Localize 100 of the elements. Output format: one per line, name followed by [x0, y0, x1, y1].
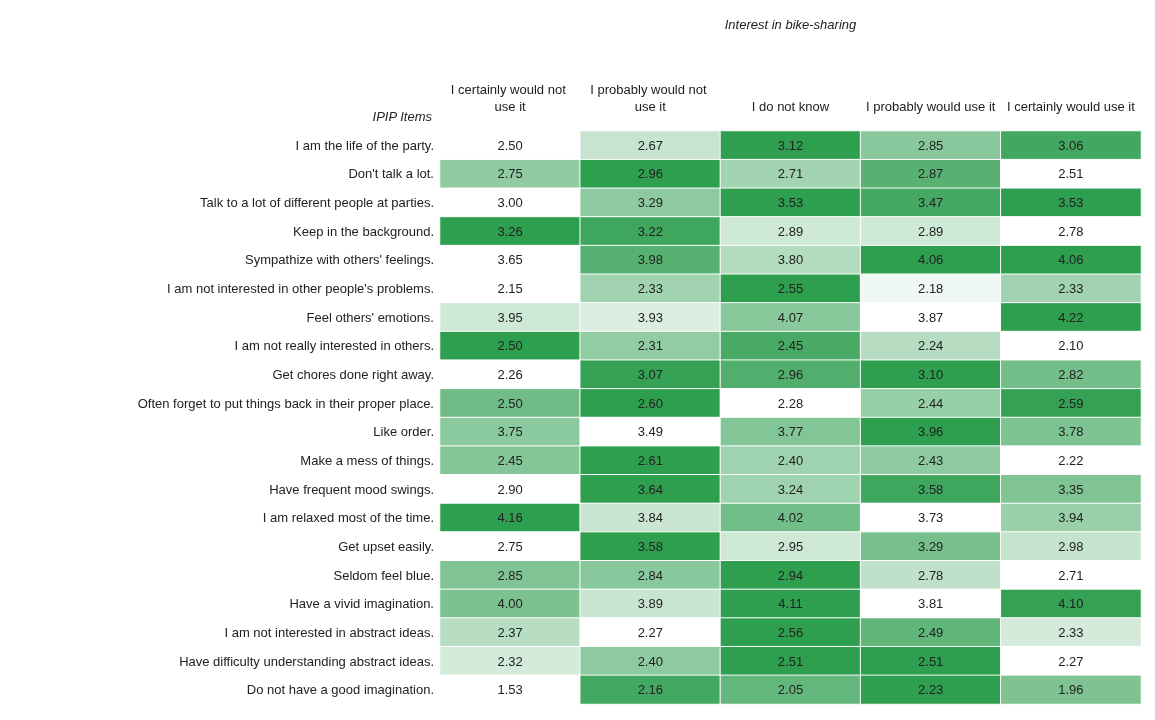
data-label: 2.33 [1058, 281, 1084, 297]
data-label: 2.27 [1058, 653, 1084, 669]
data-label: 2.82 [1058, 367, 1084, 383]
data-label: 2.85 [918, 137, 944, 153]
y-tick-label: Sympathize with others' feelings. [245, 252, 434, 268]
data-label: 2.45 [497, 452, 523, 468]
data-label: 2.45 [777, 338, 804, 354]
data-label: 3.49 [637, 424, 663, 440]
x-axis-title: Interest in bike-sharing [724, 17, 858, 32]
data-label: 4.00 [497, 596, 523, 612]
y-tick-label: Often forget to put things back in their proper place. [137, 395, 434, 411]
data-label: 2.84 [637, 567, 663, 583]
data-label: 2.40 [777, 452, 804, 468]
data-label: 4.16 [497, 510, 523, 526]
data-label: 2.31 [637, 338, 663, 354]
data-label: 3.53 [777, 195, 804, 211]
x-tick-label: I do not know [751, 99, 830, 114]
data-label: 3.35 [1058, 481, 1084, 497]
y-tick-label: Like order. [373, 424, 434, 440]
data-label: 2.78 [918, 567, 944, 583]
y-tick-label: Talk to a lot of different people at parties. [200, 195, 434, 211]
data-label: 3.94 [1058, 510, 1084, 526]
data-label: 2.43 [918, 452, 944, 468]
data-label: 3.96 [918, 424, 944, 440]
data-label: 2.15 [497, 281, 523, 297]
data-label: 4.11 [778, 596, 803, 612]
y-tick-label: I am not really interested in others. [234, 338, 434, 354]
data-label: 4.10 [1058, 596, 1084, 612]
data-label: 3.10 [918, 367, 944, 383]
y-tick-label: Have frequent mood swings. [269, 481, 434, 497]
data-label: 3.64 [637, 481, 663, 497]
y-tick-label: Feel others' emotions. [306, 309, 434, 325]
data-label: 2.55 [777, 281, 804, 297]
data-label: 3.24 [777, 481, 804, 497]
data-label: 4.22 [1058, 309, 1084, 325]
y-tick-label: Seldom feel blue. [333, 567, 434, 583]
data-label: 2.89 [777, 223, 804, 239]
data-label: 3.95 [497, 309, 523, 325]
data-label: 3.26 [497, 223, 523, 239]
data-label: 3.07 [637, 367, 663, 383]
data-label: 2.87 [918, 166, 944, 182]
data-label: 2.50 [497, 395, 523, 411]
data-label: 3.78 [1058, 424, 1084, 440]
y-tick-label: I am relaxed most of the time. [262, 510, 434, 526]
data-label: 2.37 [497, 624, 523, 640]
y-tick-label: Get upset easily. [338, 538, 434, 554]
data-label: 2.75 [497, 166, 523, 182]
data-label: 2.90 [497, 481, 523, 497]
data-label: 2.59 [1058, 395, 1084, 411]
data-label: 2.10 [1058, 338, 1084, 354]
data-label: 3.98 [637, 252, 663, 268]
data-label: 2.18 [918, 281, 944, 297]
data-label: 2.24 [918, 338, 944, 354]
data-label: 2.05 [777, 682, 804, 698]
x-tick-label: I probably would use it [866, 99, 996, 114]
data-label: 3.47 [918, 195, 944, 211]
data-label: 2.98 [1058, 538, 1084, 554]
data-label: 2.26 [497, 367, 523, 383]
y-tick-label: Don't talk a lot. [348, 166, 434, 182]
y-tick-label: Make a mess of things. [300, 452, 434, 468]
data-label: 2.56 [777, 624, 804, 640]
data-label: 2.78 [1058, 223, 1084, 239]
y-tick-label: I am the life of the party. [295, 137, 434, 153]
data-label: 2.67 [637, 137, 663, 153]
data-label: 2.33 [1058, 624, 1084, 640]
x-tick-label: I probably would not use it [590, 82, 711, 114]
data-label: 1.96 [1058, 682, 1084, 698]
data-label: 2.75 [497, 538, 523, 554]
data-label: 4.07 [777, 309, 804, 325]
data-label: 2.28 [777, 395, 804, 411]
data-label: 2.27 [637, 624, 663, 640]
y-tick-label: Have difficulty understanding abstract ideas. [179, 653, 434, 669]
data-label: 2.16 [637, 682, 663, 698]
data-label: 3.29 [918, 538, 944, 554]
data-label: 2.51 [918, 653, 944, 669]
data-label: 3.00 [497, 195, 523, 211]
data-label: 3.29 [637, 195, 663, 211]
y-axis-title: IPIP Items [372, 109, 433, 124]
x-tick-label: I certainly would use it [1006, 99, 1136, 114]
data-label: 2.32 [497, 653, 523, 669]
data-label: 3.12 [777, 137, 804, 153]
data-label: 2.50 [497, 137, 523, 153]
data-label: 2.96 [777, 367, 804, 383]
data-label: 3.77 [777, 424, 804, 440]
y-tick-label: Have a vivid imagination. [289, 596, 434, 612]
y-tick-label: Keep in the background. [293, 223, 434, 239]
data-label: 2.61 [637, 452, 663, 468]
data-label: 3.87 [918, 309, 944, 325]
data-label: 3.06 [1058, 137, 1084, 153]
data-label: 3.65 [497, 252, 523, 268]
data-label: 2.85 [497, 567, 523, 583]
data-label: 2.71 [777, 166, 804, 182]
data-label: 2.71 [1058, 567, 1084, 583]
data-label: 2.95 [777, 538, 804, 554]
data-label: 2.44 [918, 395, 944, 411]
data-label: 2.60 [637, 395, 663, 411]
data-label: 2.94 [777, 567, 804, 583]
data-label: 4.06 [1058, 252, 1084, 268]
data-label: 1.53 [497, 682, 523, 698]
data-label: 2.49 [918, 624, 944, 640]
